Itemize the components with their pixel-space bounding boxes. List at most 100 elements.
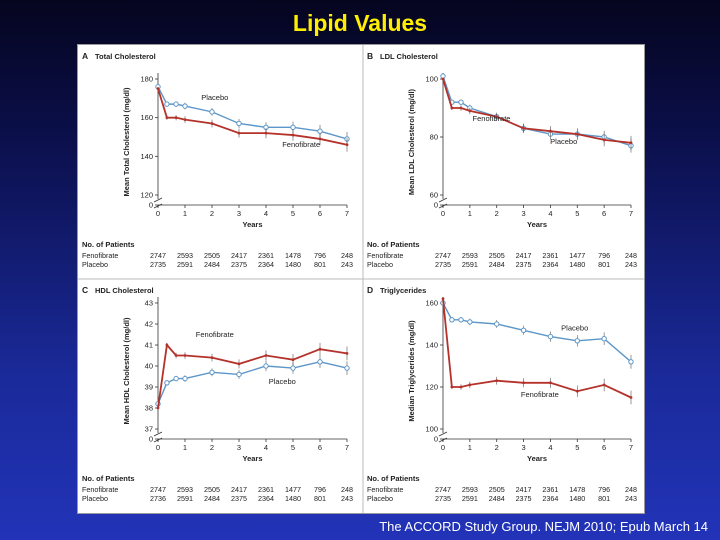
- panel-letter: D: [367, 285, 373, 295]
- axis-break-mark: [153, 197, 163, 203]
- panel-letter: A: [82, 51, 88, 61]
- y-axis-label: Median Triglycerides (mg/dl): [407, 320, 416, 422]
- patients-count: 2375: [516, 494, 532, 503]
- data-point-placebo: [182, 103, 188, 109]
- y-tick-label: 140: [140, 152, 153, 161]
- x-tick-label: 6: [318, 443, 322, 452]
- axis-break-mark: [153, 431, 163, 437]
- data-point-fenofibrate: [318, 137, 322, 141]
- x-tick-label: 3: [521, 443, 525, 452]
- patients-count: 1480: [285, 260, 301, 269]
- patients-header: No. of Patients: [367, 240, 420, 249]
- patients-row-label: Placebo: [367, 260, 393, 269]
- patients-row-label: Fenofibrate: [82, 485, 118, 494]
- x-tick-label: 7: [629, 443, 633, 452]
- patients-count: 2747: [435, 485, 451, 494]
- data-point-fenofibrate: [291, 133, 295, 137]
- patients-header: No. of Patients: [82, 240, 135, 249]
- series-line-placebo: [442, 302, 632, 363]
- series-label-placebo: Placebo: [269, 377, 296, 386]
- patients-count: 248: [341, 251, 353, 260]
- data-point-placebo: [290, 365, 296, 371]
- x-tick-label: 0: [156, 209, 160, 218]
- patients-count: 2375: [231, 260, 247, 269]
- data-point-fenofibrate: [575, 389, 579, 393]
- data-point-placebo: [458, 317, 464, 323]
- y-tick-label: 40: [145, 362, 153, 371]
- patients-count: 2593: [462, 251, 478, 260]
- x-tick-label: 2: [210, 443, 214, 452]
- data-point-placebo: [317, 359, 323, 365]
- data-point-fenofibrate: [549, 129, 552, 133]
- x-tick-label: 4: [548, 443, 552, 452]
- axis-break-mark: [438, 431, 448, 437]
- series-line-fenofibrate: [157, 88, 348, 146]
- y-tick-label: 37: [145, 425, 153, 434]
- data-point-fenofibrate: [183, 354, 187, 357]
- series-line-placebo: [157, 86, 348, 140]
- patients-count: 1480: [285, 494, 301, 503]
- series-label-placebo: Placebo: [561, 324, 588, 333]
- data-point-fenofibrate: [575, 132, 579, 136]
- patients-count: 2484: [204, 494, 220, 503]
- data-point-fenofibrate: [629, 396, 633, 399]
- y-axis-label: Mean Total Cholesterol (mg/dl): [122, 87, 131, 197]
- x-tick-label: 5: [575, 443, 579, 452]
- data-point-placebo: [574, 338, 580, 344]
- y-tick-label: 38: [145, 404, 153, 413]
- data-point-placebo: [628, 359, 634, 365]
- data-point-fenofibrate: [237, 362, 241, 366]
- data-point-fenofibrate: [495, 115, 499, 119]
- data-point-placebo: [458, 99, 464, 105]
- data-point-placebo: [449, 317, 455, 323]
- data-point-fenofibrate: [345, 143, 349, 147]
- data-point-placebo: [209, 369, 215, 376]
- data-point-fenofibrate: [183, 118, 187, 121]
- data-point-fenofibrate: [237, 131, 241, 135]
- y-tick-label: 0: [434, 435, 438, 444]
- patients-count: 801: [598, 494, 610, 503]
- panel-title: HDL Cholesterol: [95, 286, 154, 295]
- patients-count: 248: [625, 485, 637, 494]
- patients-count: 243: [625, 494, 637, 503]
- x-tick-label: 0: [156, 443, 160, 452]
- y-tick-label: 160: [140, 113, 153, 122]
- y-tick-label: 39: [145, 383, 153, 392]
- series-line-fenofibrate: [157, 342, 348, 409]
- patients-count: 2361: [258, 485, 274, 494]
- data-point-placebo: [236, 371, 242, 378]
- x-tick-label: 1: [468, 209, 472, 218]
- y-tick-label: 100: [425, 425, 438, 434]
- x-tick-label: 1: [183, 443, 187, 452]
- data-point-fenofibrate: [459, 385, 463, 389]
- data-point-placebo: [182, 375, 188, 382]
- patients-count: 248: [341, 485, 353, 494]
- data-point-fenofibrate: [345, 352, 349, 355]
- y-tick-label: 42: [145, 320, 153, 329]
- x-tick-label: 7: [345, 209, 349, 218]
- patients-count: 1478: [569, 485, 585, 494]
- data-point-placebo: [547, 333, 554, 340]
- y-tick-label: 180: [140, 75, 153, 84]
- patients-row-label: Fenofibrate: [367, 251, 403, 260]
- x-tick-label: 4: [548, 209, 552, 218]
- series-line-placebo: [157, 361, 348, 405]
- x-tick-label: 7: [629, 209, 633, 218]
- patients-count: 2736: [150, 494, 166, 503]
- patients-count: 2417: [231, 485, 247, 494]
- series-label-placebo: Placebo: [201, 93, 228, 102]
- patients-count: 2593: [462, 485, 478, 494]
- patients-count: 2735: [150, 260, 166, 269]
- patients-count: 2735: [435, 260, 451, 269]
- patients-row-label: Placebo: [367, 494, 393, 503]
- patients-row-label: Placebo: [82, 494, 108, 503]
- data-point-fenofibrate: [450, 106, 454, 110]
- x-tick-label: 5: [291, 209, 295, 218]
- x-tick-label: 3: [237, 443, 241, 452]
- patients-count: 243: [625, 260, 637, 269]
- data-point-placebo: [173, 375, 179, 382]
- patients-count: 2484: [489, 494, 505, 503]
- x-tick-label: 2: [495, 443, 499, 452]
